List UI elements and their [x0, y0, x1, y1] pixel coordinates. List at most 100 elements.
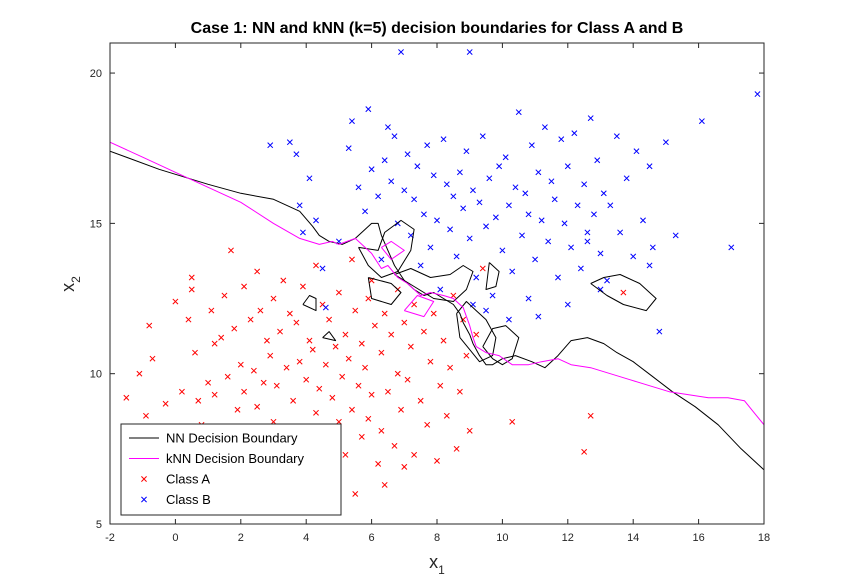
class-b-point [286, 139, 293, 146]
class-b-point [649, 244, 656, 251]
class-a-point [417, 397, 424, 404]
class-a-point [358, 340, 365, 347]
nn-decision-boundary-line [590, 274, 657, 312]
nn-decision-boundary-line [110, 150, 764, 471]
class-a-point [401, 319, 408, 326]
class-a-point [381, 481, 388, 488]
class-b-point [486, 175, 493, 182]
class-b-point [378, 256, 385, 263]
class-a-point [303, 376, 310, 383]
class-b-point [623, 175, 630, 182]
class-b-point [401, 187, 408, 194]
class-b-point [430, 172, 437, 179]
legend: NN Decision Boundary kNN Decision Boundar… [120, 423, 342, 516]
class-a-point [424, 421, 431, 428]
chart-title: Case 1: NN and kNN (k=5) decision bounda… [191, 20, 684, 37]
class-a-point [378, 427, 385, 434]
class-a-point [388, 331, 395, 338]
class-b-point [646, 262, 653, 269]
class-a-point [342, 451, 349, 458]
y-tick-label: 15 [90, 218, 102, 230]
class-a-point [394, 370, 401, 377]
class-a-point [362, 364, 369, 371]
x-tick-label: 8 [434, 532, 440, 544]
x-tick-label: 0 [172, 532, 178, 544]
class-b-point [555, 274, 561, 281]
class-a-point [273, 382, 280, 389]
class-b-point [466, 235, 473, 242]
class-a-point [241, 283, 248, 290]
class-a-point [620, 289, 627, 296]
class-a-point [195, 397, 202, 404]
class-a-point [581, 448, 588, 455]
class-b-point [656, 328, 663, 335]
class-a-point [290, 397, 297, 404]
class-b-point [466, 49, 473, 55]
class-a-point [365, 295, 372, 302]
class-a-point [185, 316, 192, 323]
class-a-point [178, 388, 185, 395]
y-tick-label: 20 [90, 68, 102, 80]
class-b-point [365, 106, 372, 113]
class-b-point [591, 211, 597, 218]
class-b-point [728, 244, 735, 251]
class-a-point [349, 256, 355, 263]
class-b-point [453, 253, 460, 260]
nn-decision-boundary-series [110, 150, 764, 471]
legend-marker-swatch [141, 476, 147, 482]
class-b-point [568, 244, 575, 251]
nn-decision-boundary-line [394, 265, 474, 302]
class-b-point [456, 169, 463, 176]
class-b-point [319, 265, 326, 272]
class-b-point [545, 238, 552, 245]
class-b-point [483, 307, 490, 314]
class-b-point [535, 313, 542, 320]
class-a-point [332, 343, 339, 350]
class-a-point [456, 388, 463, 395]
class-a-point [162, 400, 169, 407]
nn-decision-boundary-line [322, 331, 337, 342]
class-a-point [192, 349, 198, 356]
x-tick-label: 4 [303, 532, 309, 544]
class-a-point [378, 349, 385, 356]
class-b-point [420, 211, 427, 218]
class-b-point [479, 133, 486, 140]
legend-item-nn-decision-boundary: NN Decision Boundary [129, 431, 298, 446]
class-a-point [479, 265, 486, 272]
knn-decision-boundary-line [403, 295, 435, 318]
class-a-point [326, 316, 333, 323]
class-b-point [584, 229, 591, 236]
legend-box [120, 423, 342, 516]
class-a-point [381, 310, 388, 317]
class-a-point [355, 382, 362, 389]
class-a-point [352, 307, 359, 314]
class-a-point [443, 412, 450, 419]
class-b-point [515, 109, 522, 116]
class-b-point [299, 229, 306, 236]
class-a-point [420, 328, 427, 335]
class-a-point [237, 361, 244, 368]
class-a-point [293, 319, 300, 326]
class-a-point [407, 343, 414, 350]
legend-label: kNN Decision Boundary [166, 451, 305, 466]
class-a-point [450, 292, 457, 299]
class-a-point [247, 316, 254, 323]
class-b-point [473, 274, 480, 281]
class-a-point [358, 433, 365, 440]
class-b-point [519, 232, 525, 239]
class-b-point [489, 292, 496, 299]
class-b-point [597, 286, 604, 293]
class-b-point [594, 157, 601, 164]
class-b-point [492, 214, 499, 221]
x-tick-label: -2 [105, 532, 115, 544]
class-a-point [228, 247, 234, 254]
class-a-point [440, 337, 447, 344]
class-a-point [172, 298, 179, 305]
class-a-point [136, 370, 143, 377]
nn-decision-boundary-line [302, 295, 317, 312]
legend-items: NN Decision Boundary kNN Decision Boundar… [129, 431, 305, 507]
class-b-point [322, 304, 329, 311]
class-a-point [188, 274, 195, 281]
class-a-point [234, 406, 241, 413]
x-tick-label: 6 [369, 532, 375, 544]
